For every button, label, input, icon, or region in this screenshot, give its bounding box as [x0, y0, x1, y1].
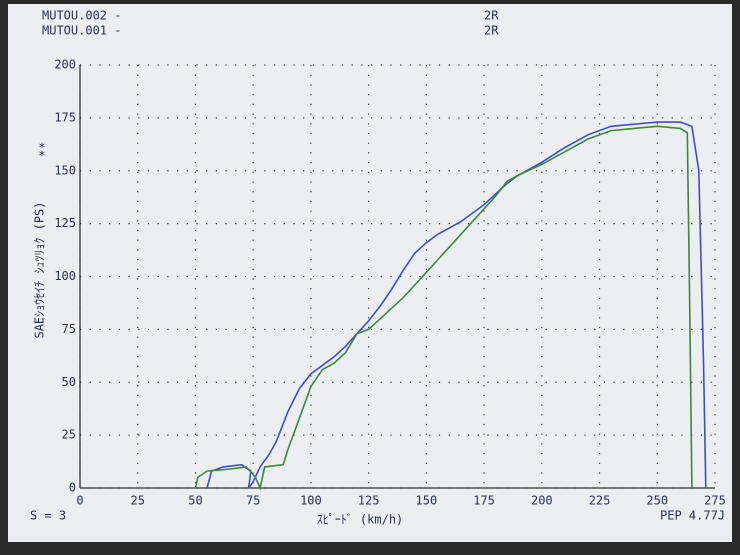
y-tick-label: 50	[62, 375, 76, 389]
y-tick-label: 175	[54, 110, 76, 124]
x-tick-label: 50	[188, 494, 202, 508]
legend-symbol: *	[38, 141, 45, 155]
legend-entry: MUTOU.002 -	[42, 9, 121, 23]
x-tick-label: 200	[531, 494, 553, 508]
legend-gear: 2R	[484, 9, 499, 23]
x-tick-label: 275	[704, 494, 726, 508]
y-axis-label: SAEｼｮｳｾｲﾁ ｼｭﾂﾘｮｸ (PS)	[33, 201, 47, 338]
y-tick-label: 100	[54, 269, 76, 283]
y-tick-label: 0	[69, 481, 76, 495]
series-line	[194, 125, 693, 491]
x-tick-label: 0	[76, 494, 83, 508]
footer-right: PEP 4.77J	[660, 509, 725, 523]
series-line	[206, 121, 707, 489]
legend-gear: 2R	[484, 24, 499, 38]
x-tick-label: 225	[589, 494, 611, 508]
legend-symbol: *	[38, 149, 45, 163]
x-tick-label: 25	[131, 494, 145, 508]
footer-left: S = 3	[30, 509, 66, 523]
x-tick-label: 175	[473, 494, 495, 508]
y-tick-label: 200	[54, 58, 76, 72]
x-tick-label: 75	[246, 494, 260, 508]
x-tick-label: 250	[646, 494, 668, 508]
y-tick-label: 150	[54, 163, 76, 177]
y-tick-label: 25	[62, 428, 76, 442]
x-tick-label: 100	[300, 494, 322, 508]
screen	[8, 4, 732, 542]
legend-entry: MUTOU.001 -	[42, 24, 121, 38]
y-tick-label: 75	[62, 322, 76, 336]
x-tick-label: 150	[416, 494, 438, 508]
x-axis-label: ｽﾋﾟｰﾄﾞ (km/h)	[317, 513, 404, 527]
x-tick-label: 125	[358, 494, 380, 508]
y-tick-label: 125	[54, 216, 76, 230]
